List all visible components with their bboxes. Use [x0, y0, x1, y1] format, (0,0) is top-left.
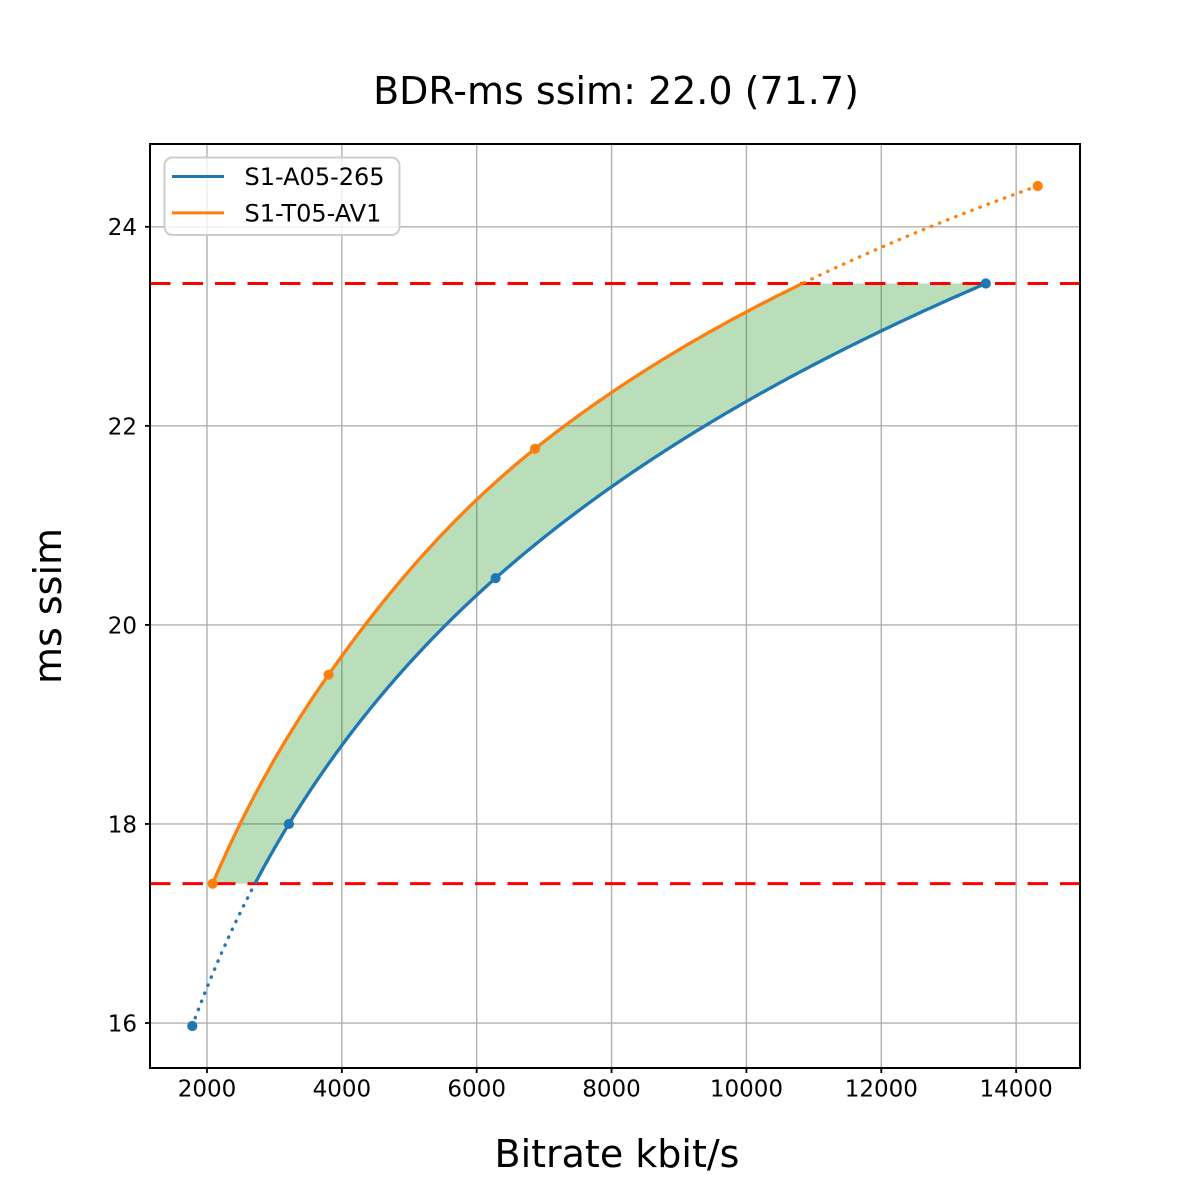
marker-series-0-pt-1: [283, 818, 295, 830]
x-tick-label-10000: 10000: [710, 1077, 783, 1103]
x-tick-label-4000: 4000: [313, 1077, 372, 1103]
legend-label-series-1: S1-T05-AV1: [245, 199, 382, 227]
y-tick-label-16: 16: [108, 1011, 137, 1037]
y-tick-label-18: 18: [108, 812, 137, 838]
marker-series-1-pt-2: [529, 443, 541, 454]
y-tick-label-24: 24: [108, 215, 137, 241]
series-0-curve-solid: [253, 282, 987, 885]
series-1-curve-dotted: [802, 184, 1040, 285]
x-tick-label-2000: 2000: [178, 1077, 237, 1103]
x-tick-label-6000: 6000: [447, 1077, 506, 1103]
markers-layer: [187, 180, 1043, 1032]
marker-series-1-pt-0: [207, 878, 218, 889]
bd-area-fill: [212, 283, 986, 884]
spines-layer: [149, 143, 1081, 1069]
legend-label-series-0: S1-A05-265: [245, 163, 385, 191]
series-0-curve-dotted: [190, 882, 257, 1028]
marker-series-0-pt-0: [187, 1020, 198, 1032]
chart-title: BDR-ms ssim: 22.0 (71.7): [373, 69, 859, 113]
y-axis-label: ms ssim: [26, 528, 70, 684]
curves-layer: [190, 184, 1040, 1028]
overlap-lines-layer: [150, 282, 1080, 886]
y-tick-label-22: 22: [108, 414, 137, 440]
marker-series-0-pt-2: [490, 573, 501, 584]
x-tick-label-8000: 8000: [582, 1077, 641, 1103]
marker-series-1-pt-3: [1032, 180, 1043, 192]
x-tick-label-12000: 12000: [845, 1077, 918, 1103]
y-tick-label-20: 20: [108, 613, 137, 639]
marker-series-1-pt-1: [323, 669, 334, 680]
x-axis-label: Bitrate kbit/s: [495, 1132, 740, 1176]
axes-spines: [149, 143, 1081, 1069]
fill-layer: [212, 283, 986, 884]
series-1-curve-solid: [211, 281, 804, 885]
ticks-layer: 2000 4000 6000 8000 10000 12000 14000 16 18 20 22 2…: [108, 215, 1053, 1102]
x-tick-label-14000: 14000: [980, 1077, 1053, 1103]
marker-series-0-pt-3: [980, 278, 991, 289]
legend: S1-A05-265 S1-T05-AV1: [163, 156, 401, 236]
